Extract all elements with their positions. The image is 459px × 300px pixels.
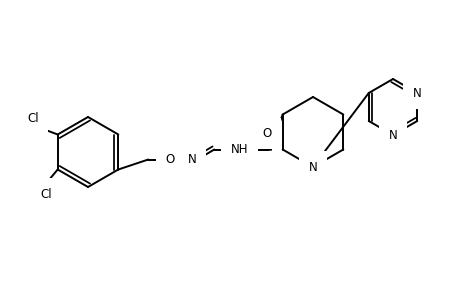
Text: N: N	[308, 160, 317, 173]
Text: NH: NH	[230, 143, 247, 156]
Text: N: N	[388, 128, 397, 142]
Text: O: O	[262, 127, 271, 140]
Text: Cl: Cl	[40, 188, 51, 200]
Text: N: N	[188, 153, 196, 166]
Text: Cl: Cl	[27, 112, 39, 124]
Text: O: O	[165, 153, 174, 166]
Text: N: N	[412, 86, 421, 100]
